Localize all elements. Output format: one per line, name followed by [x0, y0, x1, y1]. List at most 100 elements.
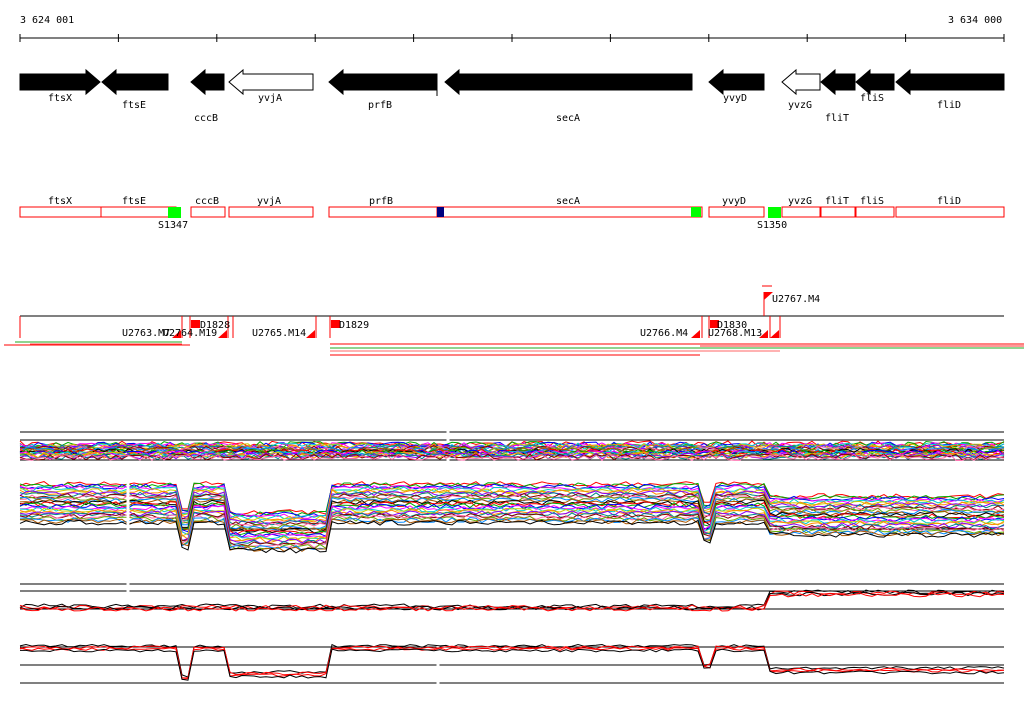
selected-expression-trace — [19, 591, 1005, 611]
transcript-label-d1830[interactable]: D1830 — [717, 320, 747, 331]
gene-box-labels: ftsX ftsE cccB yvjA prfB secA yvyD yvzG … — [48, 196, 961, 231]
transcript-end-marker — [759, 330, 768, 338]
box-label-fliD: fliD — [937, 196, 961, 207]
expression-trace — [19, 514, 1005, 549]
expression-trace — [19, 500, 1005, 536]
gene-arrow-fliS[interactable] — [855, 68, 895, 96]
gene-box-yvzG[interactable] — [781, 206, 821, 218]
transcript-label-u2767[interactable]: U2767.M4 — [772, 294, 820, 305]
gene-label-prfB[interactable]: prfB — [368, 100, 392, 111]
gene-arrow-fliD[interactable] — [895, 68, 1005, 96]
transcript-label-u2763[interactable]: U2763.M7 — [122, 328, 170, 339]
selected-expression-trace — [19, 646, 1004, 680]
gene-label-cccB[interactable]: cccB — [194, 113, 218, 124]
transcript-labels: U2763.M7 U2764.M19 D1828 U2765.M14 D1829… — [122, 294, 820, 339]
gene-box-yvjA[interactable] — [228, 206, 314, 218]
gene-arrow-prfB[interactable] — [328, 68, 438, 96]
gene-box-cccB[interactable] — [190, 206, 226, 218]
selected-expression-trace — [19, 589, 1005, 609]
expression-trace — [19, 502, 1005, 536]
gene-label-secA[interactable]: secA — [556, 113, 580, 124]
expression-trace — [19, 506, 1005, 541]
expression-trace — [19, 453, 1005, 462]
gene-label-ftsE[interactable]: ftsE — [122, 100, 146, 111]
expression-profile-selected — [19, 580, 1005, 690]
gene-box-fliD[interactable] — [895, 206, 1005, 218]
gene-arrow-fliT[interactable] — [820, 68, 856, 96]
gene-label-yvzG[interactable]: yvzG — [788, 100, 812, 111]
transcript-end-marker — [770, 330, 779, 338]
gene-box-prfB[interactable] — [328, 206, 438, 218]
gene-box-track — [19, 206, 1005, 218]
transcript-end-marker — [172, 330, 181, 338]
expression-trace — [19, 496, 1005, 531]
gene-box-ftsX[interactable] — [19, 206, 102, 218]
expression-trace — [19, 484, 1005, 520]
transcript-label-u2768[interactable]: U2768.M13 — [708, 328, 762, 339]
box-label-prfB: prfB — [369, 196, 393, 207]
site-label-s1347[interactable]: S1347 — [158, 220, 188, 231]
expression-trace — [19, 519, 1005, 554]
transcript-label-d1828[interactable]: D1828 — [200, 320, 230, 331]
transcript-label-d1829[interactable]: D1829 — [339, 320, 369, 331]
gene-arrow-cccB[interactable] — [190, 68, 225, 96]
gene-arrow-secA[interactable] — [444, 68, 693, 96]
transcript-end-marker — [691, 330, 700, 338]
promoter-green-marker — [768, 207, 781, 218]
box-label-secA: secA — [556, 196, 580, 207]
box-label-ftsX: ftsX — [48, 196, 72, 207]
gene-box-secA[interactable] — [436, 206, 703, 218]
gene-arrow-track — [19, 68, 1005, 96]
transcript-label-u2764[interactable]: U2764.M19 — [163, 328, 217, 339]
gene-box-fliT[interactable] — [820, 206, 856, 218]
box-label-yvzG: yvzG — [788, 196, 812, 207]
gene-box-fliS[interactable] — [855, 206, 895, 218]
gene-arrow-yvyD[interactable] — [708, 68, 765, 96]
gene-arrow-yvzG[interactable] — [781, 68, 821, 96]
gene-labels: ftsX ftsE cccB yvjA prfB secA yvyD yvzG … — [48, 93, 961, 124]
coordinate-ruler: 3 624 001 3 634 000 — [19, 15, 1005, 42]
promoter-green-marker — [168, 207, 181, 218]
promoter-blue-marker — [437, 207, 444, 217]
selected-expression-trace — [20, 648, 1005, 681]
gene-box-yvyD[interactable] — [708, 206, 765, 218]
transcript-label-u2766[interactable]: U2766.M4 — [640, 328, 688, 339]
gene-arrow-ftsE[interactable] — [101, 68, 169, 96]
promoter-green-marker — [691, 207, 701, 217]
transcript-start-marker — [191, 320, 200, 328]
gene-box-ftsE[interactable] — [100, 206, 177, 218]
transcript-label-u2765[interactable]: U2765.M14 — [252, 328, 306, 339]
expression-trace — [19, 492, 1005, 527]
site-label-s1350[interactable]: S1350 — [757, 220, 787, 231]
coord-end: 3 634 000 — [948, 15, 1002, 26]
gene-label-fliT[interactable]: fliT — [825, 113, 849, 124]
selected-expression-trace — [19, 592, 1005, 612]
transcript-start-marker — [331, 320, 340, 328]
gene-label-yvyD[interactable]: yvyD — [723, 93, 747, 104]
box-label-fliT: fliT — [825, 196, 849, 207]
gene-arrow-ftsX[interactable] — [19, 68, 101, 96]
expression-trace — [19, 483, 1005, 518]
box-label-yvjA: yvjA — [257, 196, 281, 207]
gene-arrow-yvjA[interactable] — [228, 68, 314, 96]
gene-label-fliS[interactable]: fliS — [860, 93, 884, 104]
gene-label-fliD[interactable]: fliD — [937, 100, 961, 111]
selected-expression-trace — [19, 645, 1005, 679]
transcript-end-marker — [306, 330, 315, 338]
expression-profile-all-conditions — [19, 426, 1005, 554]
box-label-ftsE: ftsE — [122, 196, 146, 207]
expression-trace — [19, 494, 1005, 529]
selected-expression-trace — [19, 590, 1005, 610]
expression-trace — [19, 507, 1005, 542]
gene-label-yvjA[interactable]: yvjA — [258, 93, 282, 104]
box-label-cccB: cccB — [195, 196, 219, 207]
transcript-start-marker — [710, 320, 719, 328]
expression-trace — [19, 450, 1005, 458]
expression-trace — [19, 481, 1005, 515]
transcript-end-marker — [218, 330, 227, 338]
ruler-ticks — [19, 34, 1005, 42]
box-label-yvyD: yvyD — [722, 196, 746, 207]
gene-label-ftsX[interactable]: ftsX — [48, 93, 72, 104]
expression-trace — [19, 452, 1005, 460]
